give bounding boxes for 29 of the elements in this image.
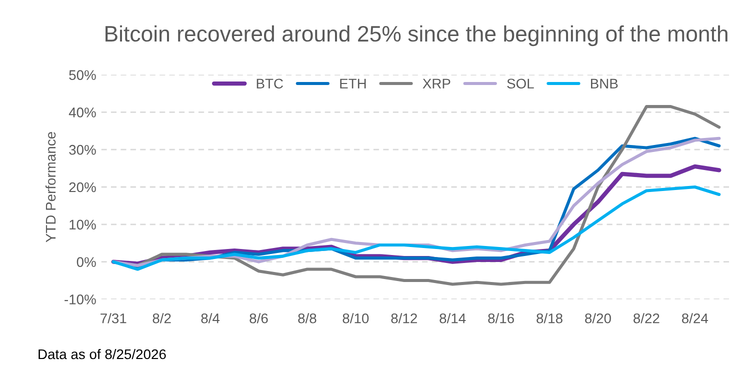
x-tick-label: 7/31 <box>100 313 126 324</box>
y-tick-label: 0% <box>76 257 96 267</box>
x-tick-label: 8/24 <box>682 313 708 324</box>
legend-label: BTC <box>256 78 283 89</box>
legend-label: BNB <box>591 78 618 88</box>
legend-label: ETH <box>340 78 366 88</box>
line-series <box>112 185 721 271</box>
x-tick-label: 8/18 <box>536 313 562 324</box>
y-axis-title: YTD Performance <box>45 132 56 242</box>
y-tick-label: 40% <box>68 108 96 118</box>
y-tick-label: 20% <box>69 182 96 192</box>
text: Data as of 8/25/2026 <box>38 348 166 360</box>
legend-label: XRP <box>422 78 450 88</box>
x-tick-label: 8/2 <box>152 313 171 324</box>
x-tick-label: 8/12 <box>391 313 417 324</box>
x-tick-label: 8/20 <box>585 313 611 324</box>
x-tick-label: 8/6 <box>250 313 268 324</box>
y-tick-label: 30% <box>69 144 96 155</box>
y-tick-label: 50% <box>69 70 96 80</box>
x-tick-label: 8/4 <box>201 313 220 324</box>
legend-label: SOL <box>507 78 534 89</box>
chart-title: Bitcoin recovered around 25% since the beginning of the month <box>106 25 728 46</box>
x-tick-label: 8/10 <box>342 313 369 324</box>
y-tick-label: 10% <box>70 220 96 230</box>
x-tick-label: 8/22 <box>634 313 660 324</box>
x-tick-label: 8/14 <box>440 313 466 324</box>
x-tick-label: 8/16 <box>488 313 514 324</box>
y-tick-label: -10% <box>64 294 96 304</box>
x-tick-label: 8/8 <box>298 313 316 324</box>
